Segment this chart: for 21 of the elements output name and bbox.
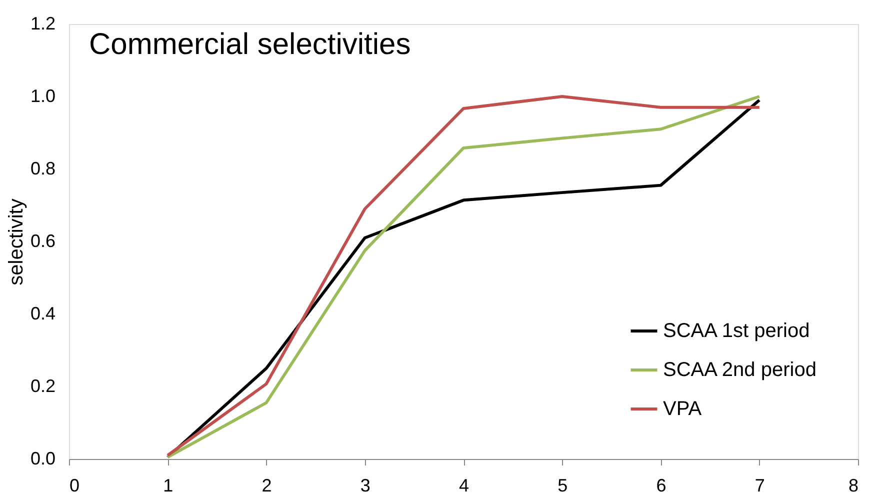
x-tick-label: 6 bbox=[656, 476, 666, 496]
y-tick-label: 0.2 bbox=[30, 376, 56, 396]
x-tick-label: 8 bbox=[848, 476, 858, 496]
x-tick-label: 3 bbox=[360, 476, 370, 496]
y-tick-label: 0.0 bbox=[30, 448, 56, 468]
y-tick-label: 1.2 bbox=[30, 14, 56, 34]
x-tick-label: 4 bbox=[458, 476, 470, 496]
x-tick-label: 5 bbox=[558, 476, 568, 496]
y-tick-label: 0.6 bbox=[30, 231, 56, 251]
x-tick-label: 1 bbox=[163, 476, 174, 496]
x-tick-label: 2 bbox=[262, 476, 272, 496]
y-tick-label: 0.8 bbox=[30, 158, 56, 178]
chart-title: Commercial selectivities bbox=[89, 28, 411, 61]
x-tick-label: 0 bbox=[70, 476, 80, 496]
y-tick-label: 1.0 bbox=[30, 86, 56, 106]
legend-label: SCAA 2nd period bbox=[663, 359, 816, 381]
y-tick-label: 0.4 bbox=[30, 304, 56, 324]
x-tick-label: 7 bbox=[754, 476, 765, 496]
y-axis-title: selectivity bbox=[5, 198, 28, 286]
legend-label: VPA bbox=[663, 398, 702, 420]
legend-label: SCAA 1st period bbox=[663, 320, 810, 342]
